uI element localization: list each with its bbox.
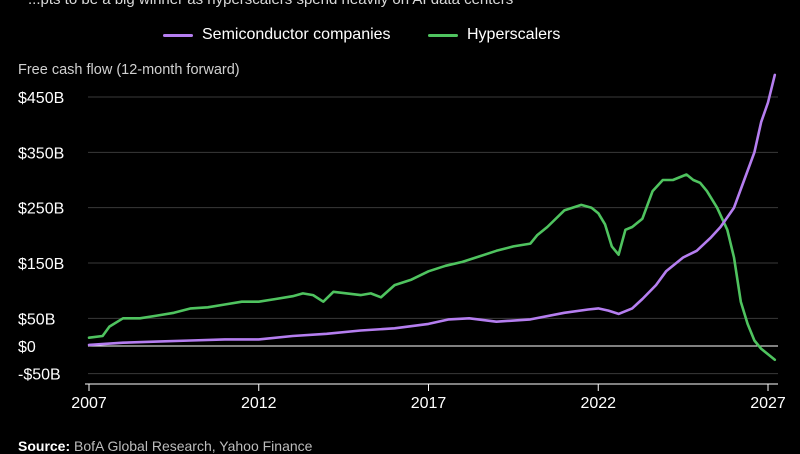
source-label: Source: [18,438,71,454]
y-tick-label: $250B [18,201,64,218]
y-tick-label: -$50B [18,367,61,384]
y-tick-label: $350B [18,145,64,162]
x-tick-label: 2017 [411,395,447,412]
legend-label-hyperscalers: Hyperscalers [467,26,561,43]
source-note: Source: BofA Global Research, Yahoo Fina… [18,438,312,454]
legend-item-hyperscalers: Hyperscalers [428,26,560,44]
y-tick-label: $150B [18,256,64,273]
x-tick-label: 2007 [71,395,107,412]
legend-swatch-hyperscalers [428,33,458,37]
y-tick-label: $450B [18,90,64,107]
y-axis-label: Free cash flow (12-month forward) [18,62,240,78]
series-line-hyperscalers [87,173,777,362]
y-tick-label: $50B [18,311,55,328]
legend-label-semiconductor: Semiconductor companies [202,26,391,43]
x-tick-label: 2022 [580,395,616,412]
legend: Semiconductor companies Hyperscalers [0,26,800,48]
series-line-semiconductor [87,73,777,347]
source-text: BofA Global Research, Yahoo Finance [74,438,313,454]
x-tick-label: 2027 [750,395,786,412]
x-tick-label: 2012 [241,395,277,412]
legend-item-semiconductor: Semiconductor companies [163,26,391,44]
legend-swatch-semiconductor [163,33,193,37]
y-tick-label: $0 [18,339,36,356]
subtitle-cut: ...pts to be a big winner as hyperscaler… [28,0,788,8]
